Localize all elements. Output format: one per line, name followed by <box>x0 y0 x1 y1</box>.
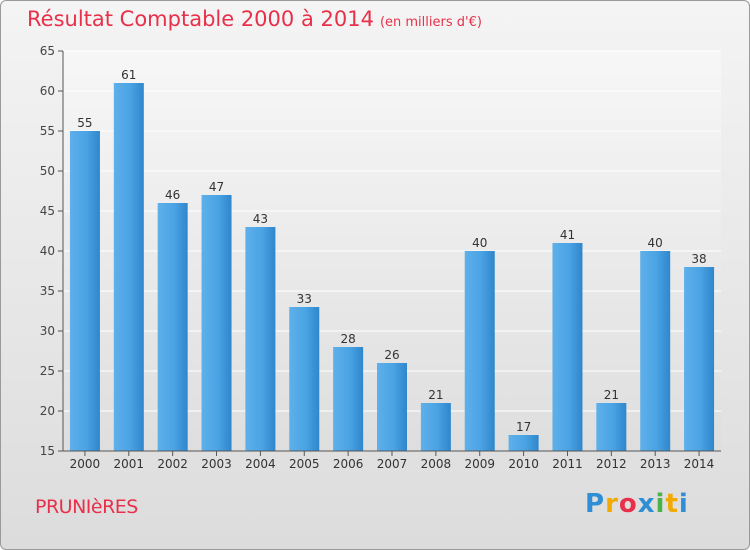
bar <box>684 267 715 451</box>
bar <box>157 203 188 451</box>
bar <box>464 251 495 451</box>
x-tick-label: 2009 <box>464 457 495 471</box>
y-tick-label: 50 <box>40 164 55 178</box>
bar-value-label: 46 <box>165 188 180 202</box>
x-tick-label: 2007 <box>377 457 408 471</box>
x-tick-label: 2000 <box>70 457 101 471</box>
y-tick-label: 60 <box>40 84 55 98</box>
bar <box>113 83 144 451</box>
bar-value-label: 26 <box>384 348 399 362</box>
y-tick-label: 55 <box>40 124 55 138</box>
y-tick-label: 35 <box>40 284 55 298</box>
x-tick-label: 2011 <box>552 457 583 471</box>
logo-letter: x <box>637 489 656 519</box>
proxiti-logo: Proxiti <box>585 489 689 519</box>
y-tick-label: 15 <box>40 444 55 458</box>
bar-value-label: 28 <box>340 332 355 346</box>
y-tick-label: 30 <box>40 324 55 338</box>
bar-value-label: 40 <box>648 236 663 250</box>
x-tick-label: 2001 <box>114 457 145 471</box>
x-tick-label: 2013 <box>640 457 671 471</box>
bar-value-label: 55 <box>77 116 92 130</box>
chart-subtitle: (en milliers d'€) <box>379 15 482 30</box>
x-tick-label: 2005 <box>289 457 320 471</box>
bar <box>640 251 671 451</box>
bar <box>377 363 407 451</box>
bar-value-label: 41 <box>560 228 575 242</box>
bar-value-label: 61 <box>121 68 136 82</box>
logo-letter: r <box>605 489 619 519</box>
bar <box>69 131 100 451</box>
logo-letter: i <box>655 489 666 519</box>
bar-value-label: 21 <box>428 388 443 402</box>
logo-letter: t <box>665 489 679 519</box>
bar-value-label: 43 <box>253 212 268 226</box>
bar <box>201 195 232 451</box>
y-tick-label: 65 <box>40 44 55 58</box>
x-tick-label: 2008 <box>421 457 452 471</box>
bar-value-label: 33 <box>297 292 312 306</box>
bar <box>420 403 451 451</box>
bar-value-label: 38 <box>691 252 706 266</box>
x-tick-label: 2006 <box>333 457 364 471</box>
bar-value-label: 40 <box>472 236 487 250</box>
logo-letter: P <box>585 489 606 519</box>
bar <box>333 347 364 451</box>
bar <box>596 403 627 451</box>
y-tick-label: 40 <box>40 244 55 258</box>
x-tick-label: 2012 <box>596 457 627 471</box>
x-tick-label: 2002 <box>157 457 188 471</box>
logo-letter: o <box>618 489 638 519</box>
chart-title: Résultat Comptable 2000 à 2014 (en millie… <box>27 7 482 31</box>
y-tick-label: 45 <box>40 204 55 218</box>
x-tick-label: 2010 <box>508 457 539 471</box>
bar <box>552 243 583 451</box>
x-tick-label: 2004 <box>245 457 276 471</box>
y-tick-label: 20 <box>40 404 55 418</box>
bar-value-label: 17 <box>516 420 531 434</box>
bar <box>289 307 320 451</box>
bar-value-label: 21 <box>604 388 619 402</box>
location-name: PRUNIèRES <box>35 496 138 518</box>
bar-value-label: 47 <box>209 180 224 194</box>
bar <box>245 227 276 451</box>
x-tick-label: 2003 <box>201 457 232 471</box>
x-tick-label: 2014 <box>684 457 715 471</box>
logo-letter: i <box>678 489 689 519</box>
y-tick-label: 25 <box>40 364 55 378</box>
bar <box>508 435 539 451</box>
